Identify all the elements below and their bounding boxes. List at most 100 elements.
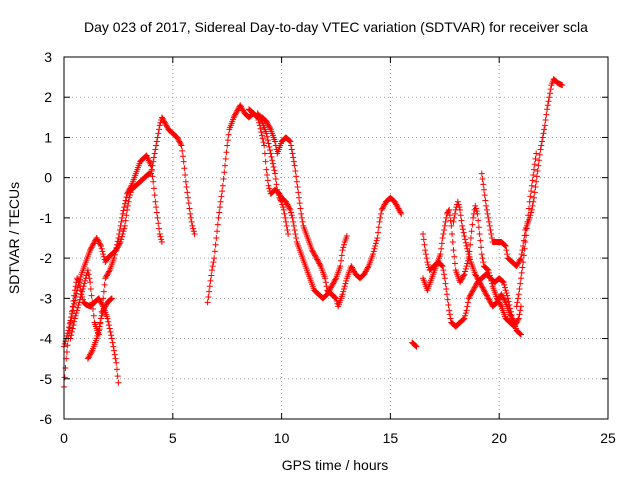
data-point [261, 150, 268, 157]
data-point [523, 225, 530, 232]
data-point [75, 281, 82, 288]
data-point [539, 134, 546, 141]
data-point [480, 287, 487, 294]
data-point [322, 275, 329, 282]
data-point [487, 299, 494, 306]
data-point [504, 251, 511, 258]
data-point [437, 251, 444, 258]
data-point [275, 192, 282, 199]
data-point [96, 296, 103, 303]
data-point [269, 160, 276, 167]
data-point [395, 205, 402, 212]
data-point [75, 302, 82, 309]
series-k [450, 198, 518, 326]
data-point [528, 182, 535, 189]
data-point [113, 245, 120, 252]
data-point [462, 265, 469, 272]
data-point [61, 374, 68, 381]
data-point [547, 86, 554, 93]
data-point [533, 150, 540, 157]
data-point [499, 277, 506, 284]
data-point [340, 285, 347, 292]
data-point [488, 235, 495, 241]
data-point [285, 204, 292, 211]
data-point [311, 252, 318, 259]
data-point [488, 277, 495, 284]
x-tick-label: 10 [274, 430, 290, 446]
data-point [531, 189, 538, 196]
data-point [224, 137, 231, 144]
data-point [258, 129, 265, 136]
data-point [484, 266, 491, 273]
data-point [98, 312, 105, 319]
data-point [542, 117, 549, 124]
data-point [64, 342, 71, 349]
data-point [177, 139, 184, 146]
data-point [95, 237, 102, 244]
data-point [316, 260, 323, 267]
data-point [274, 186, 281, 193]
data-point [79, 285, 86, 292]
data-point [223, 149, 230, 156]
data-point [443, 210, 450, 217]
data-point [372, 243, 379, 250]
data-point [261, 142, 268, 149]
data-point [438, 261, 445, 268]
data-point [87, 285, 94, 292]
data-point [444, 296, 451, 303]
data-point [374, 235, 381, 241]
data-point [457, 206, 464, 213]
data-point [69, 325, 76, 332]
data-point [504, 292, 511, 299]
data-point [66, 320, 73, 327]
data-point [298, 210, 305, 217]
data-point [458, 217, 465, 224]
data-point [288, 142, 295, 149]
data-point [81, 280, 88, 287]
data-point [532, 184, 539, 191]
data-point [459, 222, 466, 229]
data-point [532, 155, 539, 162]
data-point [179, 153, 186, 160]
data-point [177, 141, 184, 148]
data-point [340, 244, 347, 251]
data-point [445, 302, 452, 309]
data-point [525, 212, 532, 219]
data-point [234, 107, 241, 114]
data-point [480, 186, 487, 193]
data-point [264, 121, 271, 128]
data-point [538, 138, 545, 145]
data-point [448, 222, 455, 229]
data-point [159, 115, 166, 122]
data-point [517, 280, 524, 287]
data-point [525, 205, 532, 212]
data-point [377, 214, 384, 221]
data-point [286, 137, 293, 144]
data-point [264, 133, 271, 140]
data-point [420, 236, 427, 243]
data-point [120, 207, 127, 214]
data-point [156, 122, 163, 129]
data-point [462, 236, 469, 243]
x-tick-label: 5 [169, 430, 177, 446]
data-point [544, 102, 551, 109]
data-point [103, 257, 110, 264]
data-point [210, 259, 217, 266]
data-point [469, 288, 476, 295]
data-point [331, 277, 338, 284]
data-point [125, 188, 132, 195]
data-point [265, 122, 272, 129]
data-point [364, 265, 371, 272]
data-point [293, 178, 300, 185]
data-point [348, 263, 355, 270]
series-h [409, 339, 420, 350]
data-point [85, 354, 92, 361]
data-point [98, 300, 105, 307]
data-point [488, 230, 495, 237]
data-point [285, 230, 292, 237]
data-point [467, 235, 474, 241]
data-point [68, 310, 75, 317]
y-tick-label: -1 [40, 210, 53, 226]
data-point [259, 132, 266, 139]
data-point [520, 237, 527, 244]
